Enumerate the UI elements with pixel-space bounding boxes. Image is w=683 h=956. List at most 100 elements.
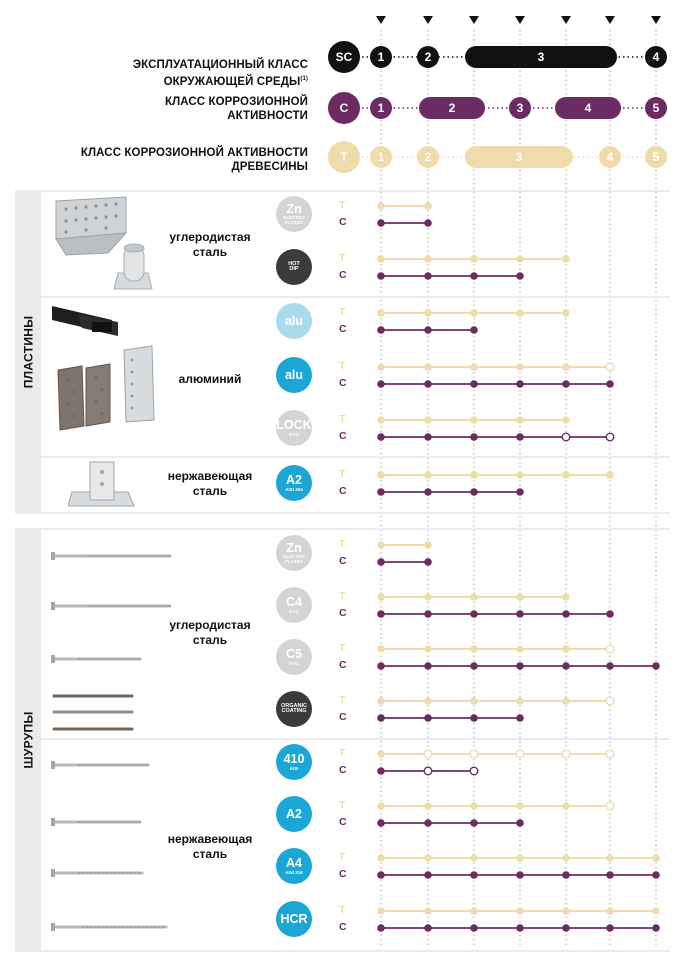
c-class-label-1: 1 xyxy=(378,101,385,115)
t-class-2 xyxy=(417,146,439,168)
divider-alu-stainless xyxy=(41,456,670,458)
coating-14-t-node-7 xyxy=(652,907,660,915)
coating-5-c-node-2 xyxy=(424,433,432,441)
coating-7-t-node-1 xyxy=(377,541,385,549)
coating-14-c-node-6 xyxy=(606,924,614,932)
sc-header-label: ЭКСПЛУАТАЦИОННЫЙ КЛАСС ОКРУЖАЮЩЕЙ СРЕДЫ(… xyxy=(133,44,308,89)
coating-14-c-node-3 xyxy=(470,924,478,932)
coating-2-t-node-5 xyxy=(562,255,570,263)
coating-2-t-node-4 xyxy=(516,255,524,263)
coating-8-t-node-5 xyxy=(562,593,570,601)
material-label-plates-stainless: нержавеющая сталь xyxy=(167,469,253,498)
t-class-label-2: 2 xyxy=(425,150,432,164)
coating-9-c-node-2 xyxy=(424,662,432,670)
coating-12-t-node-6 xyxy=(605,801,615,811)
coating-2-c-node-4 xyxy=(516,272,524,280)
coating-10-c-node-1 xyxy=(377,714,385,722)
coating-10-t-node-1 xyxy=(377,697,385,705)
coating-3-c-node-2 xyxy=(424,326,432,334)
coating-11-t-node-4 xyxy=(515,749,525,759)
coating-13-t-node-4 xyxy=(516,854,524,862)
coating-badge-sublabel: ELECTRO PLATED xyxy=(283,215,305,225)
coating-badge-sublabel: EVO xyxy=(289,608,299,614)
coating-3-t-node-2 xyxy=(424,309,432,317)
coating-5-c-node-4 xyxy=(516,433,524,441)
t-class-label-4: 4 xyxy=(607,150,614,164)
coating-1-c-node-2 xyxy=(424,219,432,227)
c-class-label-3: 3 xyxy=(517,101,524,115)
row-letter-t: T xyxy=(339,538,346,550)
c-header-label: КЛАСС КОРРОЗИОННОЙ АКТИВНОСТИ xyxy=(164,96,308,122)
coating-8-t-node-3 xyxy=(470,593,478,601)
column-arrow-7 xyxy=(651,16,661,24)
stainless-plate-image xyxy=(68,461,135,507)
c-badge xyxy=(328,92,360,124)
coating-3-t-node-3 xyxy=(470,309,478,317)
coating-badge-7: Zn ELECTRO PLATED xyxy=(276,535,312,571)
coating-12-t-node-4 xyxy=(516,802,524,810)
row-letter-c: C xyxy=(339,816,347,828)
coating-11-t-node-3 xyxy=(469,749,479,759)
coating-12-t-node-3 xyxy=(470,802,478,810)
coating-6-t-node-6 xyxy=(606,471,614,479)
coating-10-t-node-6 xyxy=(605,696,615,706)
sc-class-label-4: 4 xyxy=(653,50,660,64)
coating-1-c-node-1 xyxy=(377,219,385,227)
coating-2-c-node-2 xyxy=(424,272,432,280)
sc-class-4 xyxy=(645,46,667,68)
coating-9-t-node-3 xyxy=(470,645,478,653)
row-letter-t: T xyxy=(339,642,346,654)
coating-4-t-node-2 xyxy=(424,363,432,371)
c-class-4 xyxy=(555,97,621,119)
coating-badge-3: alu xyxy=(276,303,312,339)
plates-group-bar xyxy=(15,192,41,512)
coating-3-c-node-1 xyxy=(377,326,385,334)
column-arrow-4 xyxy=(515,16,525,24)
coating-14-c-node-2 xyxy=(424,924,432,932)
coating-10-c-node-3 xyxy=(470,714,478,722)
row-letter-t: T xyxy=(339,799,346,811)
c-class-label-5: 5 xyxy=(653,101,660,115)
coating-8-t-node-4 xyxy=(516,593,524,601)
coating-8-c-node-5 xyxy=(562,610,570,618)
column-arrow-5 xyxy=(561,16,571,24)
row-letter-t: T xyxy=(339,590,346,602)
coating-6-c-node-2 xyxy=(424,488,432,496)
coating-badge-14: HCR xyxy=(276,901,312,937)
coating-6-c-node-1 xyxy=(377,488,385,496)
coating-4-t-node-5 xyxy=(562,363,570,371)
coating-6-c-node-4 xyxy=(516,488,524,496)
coating-14-c-node-5 xyxy=(562,924,570,932)
screws-group-bar xyxy=(15,530,41,950)
coating-12-c-node-4 xyxy=(516,819,524,827)
coating-badge-label: C5 xyxy=(286,647,302,661)
coating-5-t-node-4 xyxy=(516,416,524,424)
coating-1-t-node-2 xyxy=(424,202,432,210)
coating-13-t-node-3 xyxy=(470,854,478,862)
divider-screws-mid xyxy=(41,738,670,740)
coating-2-t-node-3 xyxy=(470,255,478,263)
material-label-screws-stainless: нержавеющая сталь xyxy=(167,832,253,861)
sc-class-label-1: 1 xyxy=(378,50,385,64)
t-badge-text: T xyxy=(340,150,348,164)
coating-2-c-node-1 xyxy=(377,272,385,280)
aluminium-plates-image xyxy=(52,306,155,431)
coating-badge-label: C4 xyxy=(286,595,302,609)
coating-12-c-node-1 xyxy=(377,819,385,827)
coating-3-c-node-3 xyxy=(470,326,478,334)
coating-badge-label: A2 xyxy=(286,473,302,487)
t-class-4 xyxy=(599,146,621,168)
coating-14-t-node-4 xyxy=(516,907,524,915)
coating-9-t-node-5 xyxy=(562,645,570,653)
coating-4-c-node-6 xyxy=(606,380,614,388)
row-letter-c: C xyxy=(339,555,347,567)
sc-class-label-2: 2 xyxy=(425,50,432,64)
material-label-plates-carbon: углеродистая сталь xyxy=(169,230,251,259)
sc-class-1 xyxy=(370,46,392,68)
plates-group-label: ПЛАСТИНЫ xyxy=(21,315,35,389)
coating-badge-1: Zn ELECTRO PLATED xyxy=(276,196,312,232)
coating-11-c-node-1 xyxy=(377,767,385,775)
sc-class-2 xyxy=(417,46,439,68)
coating-4-c-node-2 xyxy=(424,380,432,388)
material-label-screws-carbon: углеродистая сталь xyxy=(169,618,251,647)
